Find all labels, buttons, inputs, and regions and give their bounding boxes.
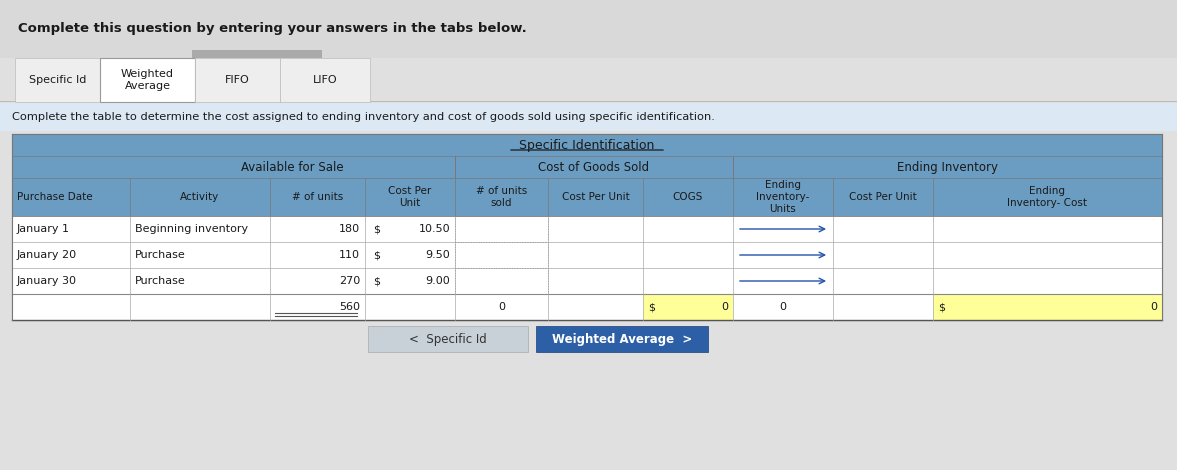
Bar (455, 216, 548, 242)
Bar (195, 58, 280, 102)
Text: Cost Per Unit: Cost Per Unit (561, 192, 630, 202)
Bar (12, 134, 1162, 320)
Text: January 20: January 20 (16, 250, 78, 260)
Bar (536, 326, 709, 352)
Bar (12, 294, 1162, 320)
Bar (280, 58, 370, 102)
Text: $: $ (649, 302, 654, 312)
Text: 9.50: 9.50 (425, 250, 450, 260)
Bar (368, 326, 528, 352)
Text: FIFO: FIFO (225, 75, 250, 85)
Text: # of units: # of units (292, 192, 344, 202)
Bar (0, 101, 1177, 102)
Text: 270: 270 (339, 276, 360, 286)
Bar (12, 134, 1162, 156)
Text: Cost Per Unit: Cost Per Unit (849, 192, 917, 202)
Text: Complete this question by entering your answers in the tabs below.: Complete this question by entering your … (18, 22, 527, 34)
Bar (100, 58, 195, 102)
Text: 110: 110 (339, 250, 360, 260)
Text: Specific Identification: Specific Identification (519, 139, 654, 151)
Bar (0, 103, 1177, 131)
Bar (455, 242, 548, 268)
Text: 560: 560 (339, 302, 360, 312)
Text: 9.00: 9.00 (425, 276, 450, 286)
Text: $: $ (373, 276, 380, 286)
Text: 10.50: 10.50 (418, 224, 450, 234)
Text: <  Specific Id: < Specific Id (410, 332, 487, 345)
Text: 0: 0 (1150, 302, 1157, 312)
Text: 0: 0 (779, 302, 786, 312)
Bar (12, 216, 1162, 242)
Bar (12, 178, 1162, 216)
Text: Weighted Average  >: Weighted Average > (552, 332, 692, 345)
Text: Cost of Goods Sold: Cost of Goods Sold (538, 160, 650, 173)
Text: $: $ (373, 224, 380, 234)
Text: January 30: January 30 (16, 276, 77, 286)
Text: Purchase: Purchase (135, 276, 186, 286)
Text: $: $ (373, 250, 380, 260)
Bar (0, 0, 1177, 58)
Bar (933, 294, 1162, 320)
Text: Ending
Inventory-
Units: Ending Inventory- Units (757, 180, 810, 213)
Text: Ending
Inventory- Cost: Ending Inventory- Cost (1008, 186, 1088, 208)
Bar (12, 242, 1162, 268)
Bar (15, 58, 100, 102)
Text: $: $ (938, 302, 945, 312)
Text: 0: 0 (498, 302, 505, 312)
Text: LIFO: LIFO (313, 75, 338, 85)
Text: 180: 180 (339, 224, 360, 234)
Text: Purchase Date: Purchase Date (16, 192, 93, 202)
Text: Complete the table to determine the cost assigned to ending inventory and cost o: Complete the table to determine the cost… (12, 112, 714, 122)
Text: COGS: COGS (673, 192, 703, 202)
Bar (192, 50, 322, 58)
Text: Activity: Activity (180, 192, 220, 202)
Bar (455, 268, 548, 294)
Bar (12, 268, 1162, 294)
Text: # of units
sold: # of units sold (476, 186, 527, 208)
Text: Purchase: Purchase (135, 250, 186, 260)
Text: Ending Inventory: Ending Inventory (897, 160, 998, 173)
Text: Specific Id: Specific Id (28, 75, 86, 85)
Text: Weighted
Average: Weighted Average (121, 69, 174, 91)
Text: Available for Sale: Available for Sale (241, 160, 344, 173)
Bar (12, 156, 1162, 178)
Text: January 1: January 1 (16, 224, 69, 234)
Bar (643, 294, 733, 320)
Text: Cost Per
Unit: Cost Per Unit (388, 186, 432, 208)
Text: Beginning inventory: Beginning inventory (135, 224, 248, 234)
Text: 0: 0 (722, 302, 729, 312)
